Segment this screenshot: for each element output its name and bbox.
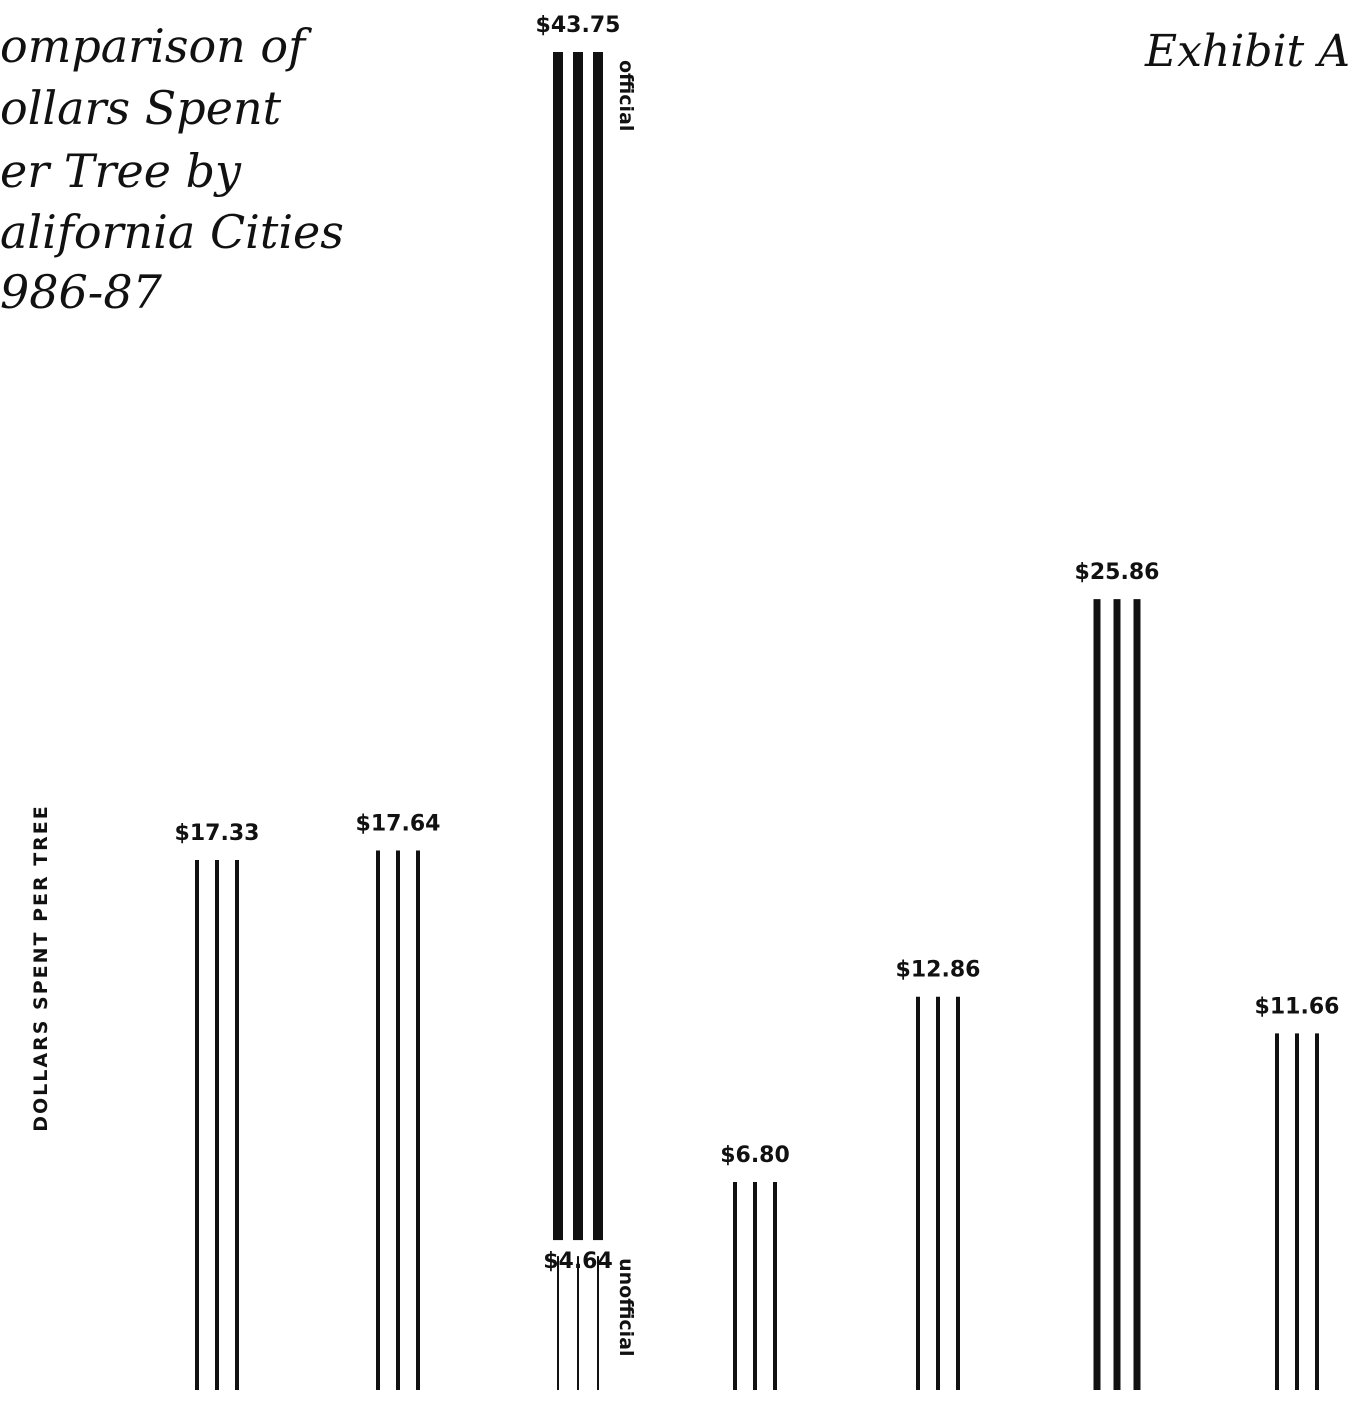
official-series-label: official	[615, 60, 637, 131]
value-label-3: $43.75	[536, 13, 621, 38]
bar-group-4: $6.80	[720, 1143, 790, 1390]
y-axis-label: DOLLARS SPENT PER TREE	[30, 804, 52, 1132]
bar-group-2: $17.64	[356, 812, 441, 1390]
bar-group-3: $43.75 $4.64 official unofficial	[536, 13, 637, 1390]
bar-group-7: $11.66	[1255, 994, 1340, 1390]
title-line-3: er Tree by	[0, 144, 242, 198]
unofficial-series-label: unofficial	[615, 1258, 637, 1356]
unofficial-value-label: $4.64	[543, 1249, 613, 1274]
value-label-5: $12.86	[896, 958, 981, 983]
value-label-7: $11.66	[1255, 994, 1340, 1019]
title-line-4: alifornia Cities	[0, 205, 344, 259]
bars: $17.33 $17.64 $43.75 $4.64 official unofficia…	[175, 13, 1340, 1390]
exhibit-label: Exhibit A	[1144, 26, 1350, 77]
bar-group-5: $12.86	[896, 958, 981, 1390]
title-line-2: ollars Spent	[0, 81, 282, 135]
bar-3-official-lane-3	[593, 52, 603, 1240]
bar-3-official-lane-1	[553, 52, 563, 1240]
value-label-6: $25.86	[1075, 560, 1160, 585]
bar-group-1: $17.33	[175, 821, 260, 1390]
chart-title: omparison of ollars Spent er Tree by ali…	[0, 19, 344, 319]
bar-3-official-lane-2	[573, 52, 583, 1240]
bar-group-6: $25.86	[1075, 560, 1160, 1390]
title-line-5: 986-87	[0, 265, 163, 319]
value-label-2: $17.64	[356, 812, 441, 837]
value-label-1: $17.33	[175, 821, 260, 846]
title-line-1: omparison of	[0, 19, 312, 73]
value-label-4: $6.80	[720, 1143, 790, 1168]
